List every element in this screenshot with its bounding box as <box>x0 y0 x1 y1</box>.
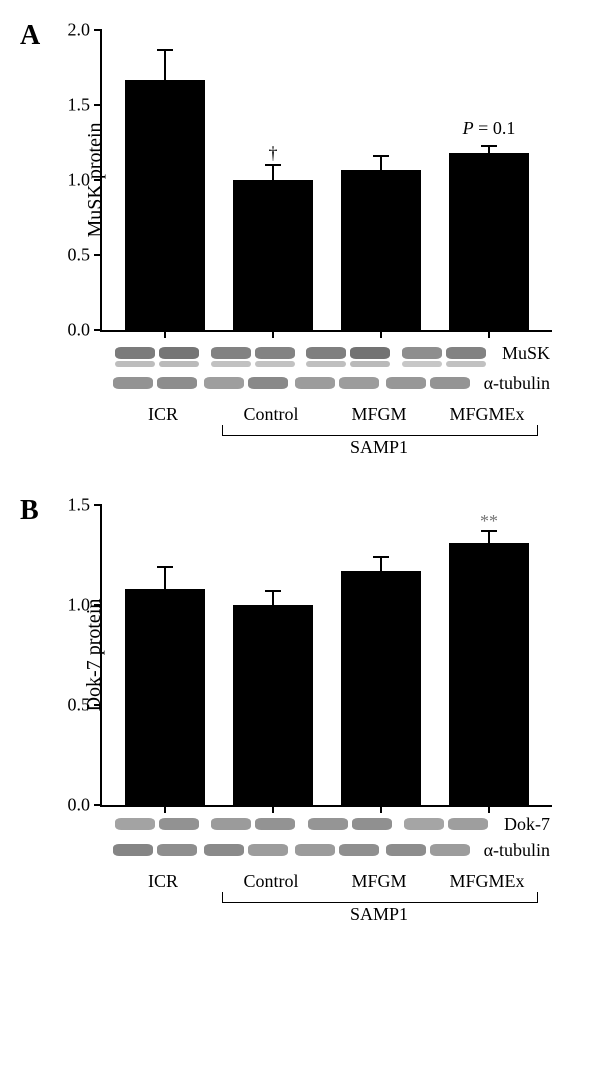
western-blot-band <box>115 818 155 830</box>
bar <box>449 543 529 805</box>
western-blot-band <box>159 347 199 359</box>
bracket-area-a: SAMP1 <box>100 425 550 465</box>
bracket-area-b: SAMP1 <box>100 892 550 932</box>
western-blot-band <box>113 377 153 389</box>
blot-row: α-tubulin <box>100 839 550 861</box>
blot-row: Dok-7 <box>100 813 550 835</box>
x-category-label: Control <box>217 404 325 425</box>
group-bracket-label: SAMP1 <box>350 904 408 925</box>
y-tick-label: 1.0 <box>68 595 91 616</box>
bar <box>341 170 421 331</box>
western-blot-band <box>430 844 470 856</box>
y-tick-label: 2.0 <box>68 20 91 41</box>
western-blot-band <box>159 818 199 830</box>
western-blot-band <box>295 377 335 389</box>
western-blot-band <box>448 818 488 830</box>
western-blot-band <box>352 818 392 830</box>
western-blot-band <box>386 377 426 389</box>
blot-area-a: MuSK α-tubulin <box>100 338 550 394</box>
blot-row-label: α-tubulin <box>484 373 550 394</box>
x-category-label: MFGMEx <box>433 404 541 425</box>
bar <box>125 589 205 805</box>
western-blot-band <box>386 844 426 856</box>
y-tick-label: 0.5 <box>68 695 91 716</box>
group-bracket <box>222 425 538 436</box>
bar-annotation: ** <box>480 511 498 532</box>
western-blot-band <box>339 844 379 856</box>
western-blot-band <box>157 844 197 856</box>
western-blot-band <box>204 844 244 856</box>
x-labels-a: ICRControlMFGMMFGMEx <box>100 404 550 425</box>
bar <box>233 605 313 805</box>
y-tick-label: 1.5 <box>68 495 91 516</box>
bar <box>125 80 205 331</box>
western-blot-band <box>446 347 486 359</box>
western-blot-band <box>115 347 155 359</box>
x-category-label: MFGM <box>325 404 433 425</box>
western-blot-band <box>295 844 335 856</box>
western-blot-band <box>255 818 295 830</box>
x-category-label: Control <box>217 871 325 892</box>
western-blot-band <box>248 844 288 856</box>
bar-annotation: P = 0.1 <box>463 118 516 139</box>
western-blot-band <box>113 844 153 856</box>
bar <box>341 571 421 805</box>
blot-row-label: α-tubulin <box>484 840 550 861</box>
x-category-label: MFGMEx <box>433 871 541 892</box>
blot-row-label: MuSK <box>502 343 550 364</box>
blot-row: MuSK <box>100 338 550 368</box>
blot-row: α-tubulin <box>100 372 550 394</box>
western-blot-band <box>248 377 288 389</box>
western-blot-band <box>204 377 244 389</box>
western-blot-band <box>402 347 442 359</box>
x-category-label: ICR <box>109 404 217 425</box>
group-bracket-label: SAMP1 <box>350 437 408 458</box>
western-blot-band <box>255 347 295 359</box>
y-tick-label: 1.5 <box>68 95 91 116</box>
bar <box>449 153 529 330</box>
western-blot-band <box>339 377 379 389</box>
bar <box>233 180 313 330</box>
chart-b: 0.00.51.01.5** <box>100 505 552 807</box>
y-tick-label: 0.0 <box>68 795 91 816</box>
panel-label-a: A <box>20 20 40 52</box>
western-blot-band <box>430 377 470 389</box>
x-category-label: ICR <box>109 871 217 892</box>
western-blot-band <box>404 818 444 830</box>
y-tick-label: 0.5 <box>68 245 91 266</box>
western-blot-band <box>211 818 251 830</box>
x-category-label: MFGM <box>325 871 433 892</box>
x-labels-b: ICRControlMFGMMFGMEx <box>100 871 550 892</box>
y-tick-label: 1.0 <box>68 170 91 191</box>
western-blot-band <box>211 347 251 359</box>
chart-a: 0.00.51.01.52.0†P = 0.1 <box>100 30 552 332</box>
blot-area-b: Dok-7 α-tubulin <box>100 813 550 861</box>
western-blot-band <box>306 347 346 359</box>
western-blot-band <box>157 377 197 389</box>
western-blot-band <box>308 818 348 830</box>
group-bracket <box>222 892 538 903</box>
western-blot-band <box>350 347 390 359</box>
panel-label-b: B <box>20 495 39 527</box>
y-tick-label: 0.0 <box>68 320 91 341</box>
blot-row-label: Dok-7 <box>504 814 550 835</box>
bar-annotation: † <box>269 143 278 164</box>
